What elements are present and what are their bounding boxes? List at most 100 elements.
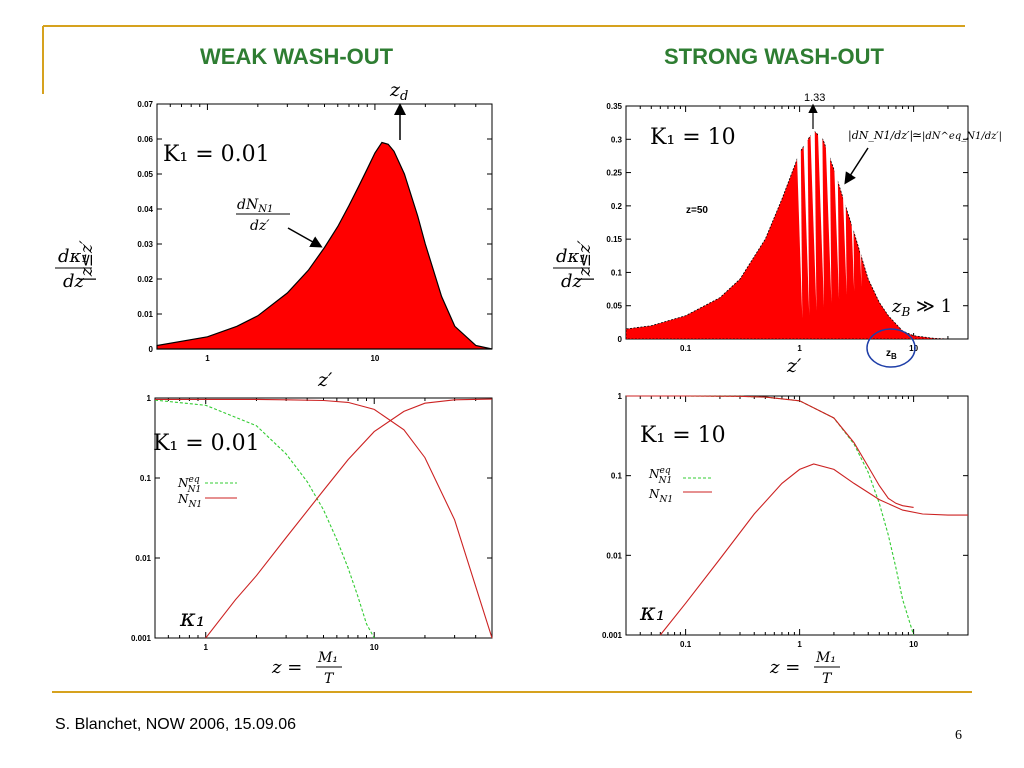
y-tick-label: 0.01 xyxy=(606,551,622,560)
equality-right: |dN^eq_N1/dz′| xyxy=(922,131,1002,142)
y-tick-label: 0 xyxy=(149,345,154,354)
sawtooth-gap xyxy=(796,125,803,319)
y-tick-label: 0.1 xyxy=(140,474,152,483)
ylabel-strong-cond: |z≤z′ xyxy=(575,240,595,282)
line-series-N-N1-eq xyxy=(154,399,375,639)
legend-weak-eq: Neq N1 xyxy=(177,475,201,495)
y-tick-label: 0.25 xyxy=(606,169,622,178)
y-tick-label: 0.02 xyxy=(137,275,153,284)
svg-text:M₁: M₁ xyxy=(815,650,836,666)
equality-symbol: ≃ xyxy=(912,128,922,142)
y-tick-label: 0.3 xyxy=(611,135,623,144)
sawtooth-gap xyxy=(840,125,847,295)
dndz-arrow xyxy=(287,227,323,248)
ylabel-strong-num: dκ₁ xyxy=(556,246,587,267)
x-tick-label: 10 xyxy=(909,640,918,649)
equality-arrow xyxy=(844,147,869,185)
svg-text:M₁: M₁ xyxy=(317,650,338,666)
zB-small-label: zB xyxy=(886,348,897,361)
x-tick-label: 10 xyxy=(370,643,379,652)
y-tick-label: 0.07 xyxy=(137,100,153,109)
ylabel-weak-num: dκ₁ xyxy=(58,246,89,267)
left-heading: WEAK WASH-OUT xyxy=(200,44,394,69)
x-tick-label: 0.1 xyxy=(680,640,692,649)
x-tick-label: 1 xyxy=(797,344,802,353)
legend-strong-n: NN1 xyxy=(648,487,673,505)
xlabel-weak-top: z′ xyxy=(317,369,333,391)
footer-citation: S. Blanchet, NOW 2006, 15.09.06 xyxy=(55,716,297,733)
k-weak-label-bottom: K₁ = 0.01 xyxy=(153,431,260,456)
legend-strong-eq: Neq N1 xyxy=(648,466,672,486)
svg-text:z =: z = xyxy=(271,657,302,678)
right-heading: STRONG WASH-OUT xyxy=(664,44,884,69)
sawtooth-gap xyxy=(863,125,870,283)
svg-text:T: T xyxy=(324,671,335,687)
ylabel-weak-den: dz xyxy=(63,271,85,292)
y-tick-label: 0.01 xyxy=(135,554,151,563)
sawtooth-gap xyxy=(847,125,855,291)
kappa-weak-label: κ₁ xyxy=(179,604,205,632)
sawtooth-gap xyxy=(810,125,817,311)
sawtooth-gap xyxy=(825,125,832,303)
z50-label: z=50 xyxy=(686,205,708,216)
y-tick-label: 1 xyxy=(618,392,623,401)
xlabel-strong-bottom: z = M₁ T xyxy=(769,650,840,687)
zB-circle xyxy=(866,328,916,368)
strong-washout-rate-plot: 0 0.05 0.1 0.15 0.2 0.25 0.3 0.35 0.1 1 10 xyxy=(606,102,969,353)
area-series xyxy=(156,141,493,350)
y-tick-label: 0 xyxy=(618,335,623,344)
sawtooth-gap xyxy=(855,125,862,287)
equality-left: |dN_N1/dz′| xyxy=(848,129,913,143)
legend-weak-n: NN1 xyxy=(177,492,202,510)
y-tick-label: 0.2 xyxy=(611,202,623,211)
line-series-N-N1 xyxy=(155,398,493,639)
ylabel-strong-den: dz xyxy=(561,271,583,292)
y-tick-label: 0.35 xyxy=(606,102,622,111)
xlabel-weak-bottom: z = M₁ T xyxy=(271,650,342,687)
ylabel-weak-cond: |z≤z′ xyxy=(77,240,97,282)
y-tick-label: 0.01 xyxy=(137,310,153,319)
y-tick-label: 0.05 xyxy=(606,302,622,311)
line-series-kappa1 xyxy=(659,463,968,636)
sawtooth-gap xyxy=(879,125,886,275)
peak-label: 1.33 xyxy=(804,92,825,104)
y-tick-label: 0.04 xyxy=(137,205,153,214)
sawtooth-gap xyxy=(817,125,824,307)
line-series-kappa1 xyxy=(205,398,493,639)
weak-washout-abundance-plot: 0.001 0.01 0.1 1 1 10 xyxy=(131,394,493,652)
k-weak-label-top: K₁ = 0.01 xyxy=(163,142,270,167)
k-strong-label-top: K₁ = 10 xyxy=(650,125,736,150)
weak-washout-rate-plot: 0 0.01 0.02 0.03 0.04 0.05 0.06 0.07 1 10 xyxy=(137,100,493,363)
strong-washout-abundance-plot: 0.001 0.01 0.1 1 0.1 1 10 xyxy=(602,392,969,649)
line-series-N-N1-eq xyxy=(626,395,915,636)
x-tick-label: 1 xyxy=(797,640,802,649)
y-tick-label: 0.1 xyxy=(611,472,623,481)
kappa-strong-label: κ₁ xyxy=(639,598,665,626)
y-tick-label: 0.06 xyxy=(137,135,153,144)
x-tick-label: 10 xyxy=(909,344,918,353)
y-tick-label: 0.1 xyxy=(611,268,623,277)
y-tick-label: 0.001 xyxy=(602,631,623,640)
area-series xyxy=(625,129,968,340)
y-tick-label: 0.05 xyxy=(137,170,153,179)
x-tick-label: 0.1 xyxy=(680,344,692,353)
sawtooth-gap xyxy=(871,125,878,279)
zd-label: zd xyxy=(389,79,408,104)
dndz-numerator: dNN1 xyxy=(237,197,273,215)
y-tick-label: 0.15 xyxy=(606,235,622,244)
dndz-denominator: dz′ xyxy=(250,218,270,234)
sawtooth-gap xyxy=(802,125,810,315)
page-number: 6 xyxy=(955,728,962,743)
xlabel-strong-top: z′ xyxy=(786,355,802,377)
zB-label: zB ≫ 1 xyxy=(891,296,952,319)
y-tick-label: 0.001 xyxy=(131,634,152,643)
x-tick-label: 1 xyxy=(203,643,208,652)
svg-text:z =: z = xyxy=(769,657,800,678)
svg-text:T: T xyxy=(822,671,833,687)
y-tick-label: 1 xyxy=(147,394,152,403)
line-series-N-N1 xyxy=(626,395,914,508)
x-tick-label: 10 xyxy=(370,354,379,363)
